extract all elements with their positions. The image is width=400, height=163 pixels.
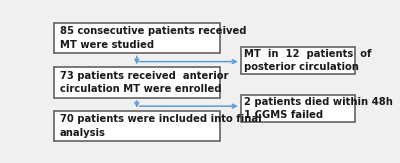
Text: 85 consecutive patients received
MT were studied: 85 consecutive patients received MT were… <box>60 26 246 50</box>
Text: 73 patients received  anterior
circulation MT were enrolled: 73 patients received anterior circulatio… <box>60 71 228 94</box>
Text: 2 patients died within 48h
1 CGMS failed: 2 patients died within 48h 1 CGMS failed <box>244 96 393 120</box>
Text: MT  in  12  patients  of
posterior circulation: MT in 12 patients of posterior circulati… <box>244 49 372 73</box>
FancyBboxPatch shape <box>241 95 355 122</box>
FancyBboxPatch shape <box>54 67 220 98</box>
FancyBboxPatch shape <box>241 47 355 74</box>
FancyBboxPatch shape <box>54 23 220 53</box>
Text: 70 patients were included into final
analysis: 70 patients were included into final ana… <box>60 114 261 138</box>
FancyBboxPatch shape <box>54 111 220 141</box>
